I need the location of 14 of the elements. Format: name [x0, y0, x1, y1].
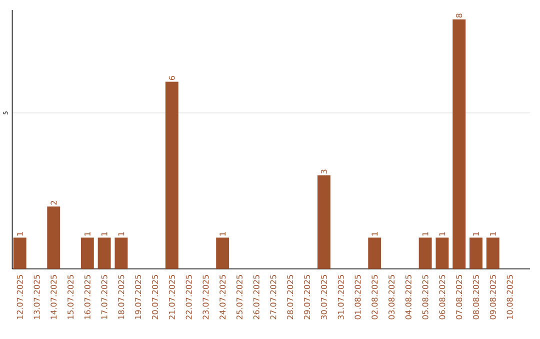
- bar: [436, 238, 449, 270]
- bar: [452, 20, 466, 270]
- bar: [418, 238, 432, 270]
- bar: [368, 238, 382, 270]
- bar: [13, 238, 26, 270]
- bar: [317, 176, 330, 270]
- bar: [114, 238, 128, 270]
- bar: [165, 82, 178, 270]
- bar: [216, 238, 230, 270]
- bar: [80, 238, 94, 270]
- bar: [470, 238, 482, 270]
- bar: [47, 206, 60, 270]
- bar: [98, 238, 111, 270]
- bar: [486, 238, 500, 270]
